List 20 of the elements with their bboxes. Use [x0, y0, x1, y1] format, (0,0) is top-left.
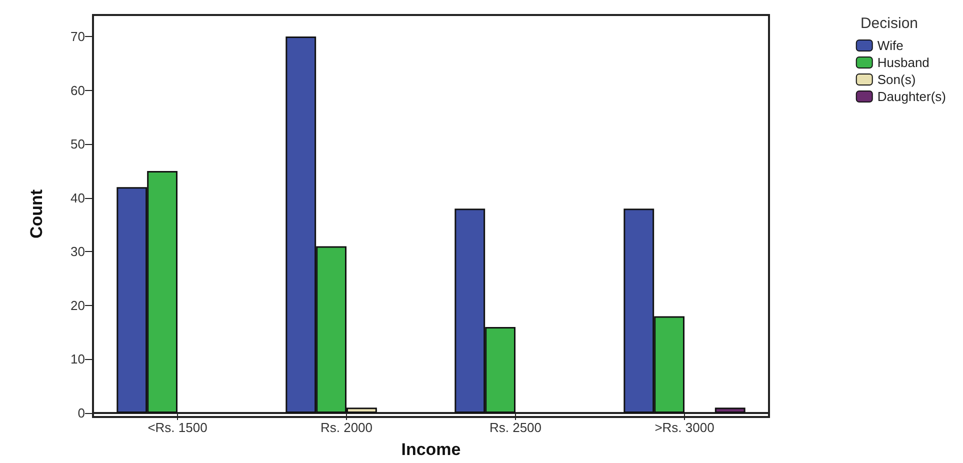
legend-title: Decision — [860, 15, 918, 32]
x-tick-label: Rs. 2500 — [489, 420, 542, 435]
y-tick-label: 10 — [70, 352, 85, 367]
x-tick-label: >Rs. 3000 — [654, 420, 714, 435]
x-axis-title: Income — [401, 440, 461, 459]
y-tick-label: 60 — [70, 82, 85, 98]
x-tick-label: Rs. 2000 — [320, 420, 373, 435]
legend-label: Son(s) — [877, 72, 916, 87]
y-tick-label: 0 — [78, 406, 85, 420]
y-tick-label: 20 — [70, 298, 85, 313]
x-tick-label: <Rs. 1500 — [148, 420, 208, 435]
y-tick-label: 30 — [70, 244, 85, 260]
bar — [714, 408, 746, 413]
y-tick-label: 50 — [70, 136, 85, 152]
legend-label: Husband — [877, 55, 930, 70]
y-tick-label: 40 — [70, 190, 85, 206]
legend-label: Daughter(s) — [877, 89, 946, 104]
y-tick-label: 70 — [70, 29, 85, 44]
y-axis-title: Count — [27, 189, 46, 239]
legend-label: Wife — [877, 38, 904, 53]
